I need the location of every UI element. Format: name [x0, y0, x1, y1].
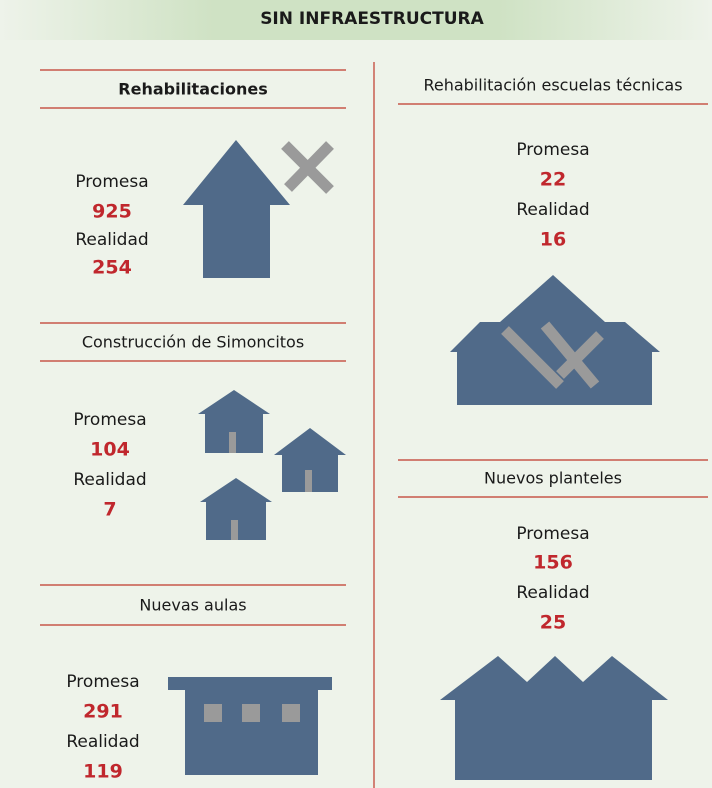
- reality-label: Realidad: [73, 470, 146, 490]
- promise-value: 22: [540, 169, 566, 191]
- reality-value: 254: [92, 257, 132, 279]
- houses-icon: [198, 390, 346, 540]
- promise-value: 291: [83, 701, 123, 723]
- school-icon: [450, 275, 660, 405]
- promise-label: Promesa: [66, 672, 139, 692]
- promise-value: 156: [533, 552, 573, 574]
- header-band: [0, 0, 712, 40]
- classroom-icon: [168, 677, 332, 775]
- promise-label: Promesa: [516, 524, 589, 544]
- promise-label: Promesa: [75, 172, 148, 192]
- section-title: Rehabilitación escuelas técnicas: [423, 76, 682, 95]
- reality-label: Realidad: [516, 200, 589, 220]
- section-title: Nuevos planteles: [484, 469, 622, 488]
- tools-icon: [281, 141, 334, 194]
- reality-value: 25: [540, 612, 566, 634]
- promise-label: Promesa: [516, 140, 589, 160]
- reality-label: Realidad: [516, 583, 589, 603]
- promise-label: Promesa: [73, 410, 146, 430]
- campus-icon: [440, 656, 668, 780]
- section-title: Construcción de Simoncitos: [82, 333, 304, 352]
- reality-label: Realidad: [66, 732, 139, 752]
- promise-value: 104: [90, 439, 130, 461]
- house-icon: [183, 140, 290, 278]
- promise-value: 925: [92, 201, 132, 223]
- reality-value: 7: [103, 499, 116, 521]
- section-title: Rehabilitaciones: [118, 80, 267, 99]
- section-title: Nuevas aulas: [139, 596, 246, 615]
- header-title: SIN INFRAESTRUCTURA: [260, 9, 484, 29]
- reality-label: Realidad: [75, 230, 148, 250]
- reality-value: 16: [540, 229, 566, 251]
- reality-value: 119: [83, 761, 123, 783]
